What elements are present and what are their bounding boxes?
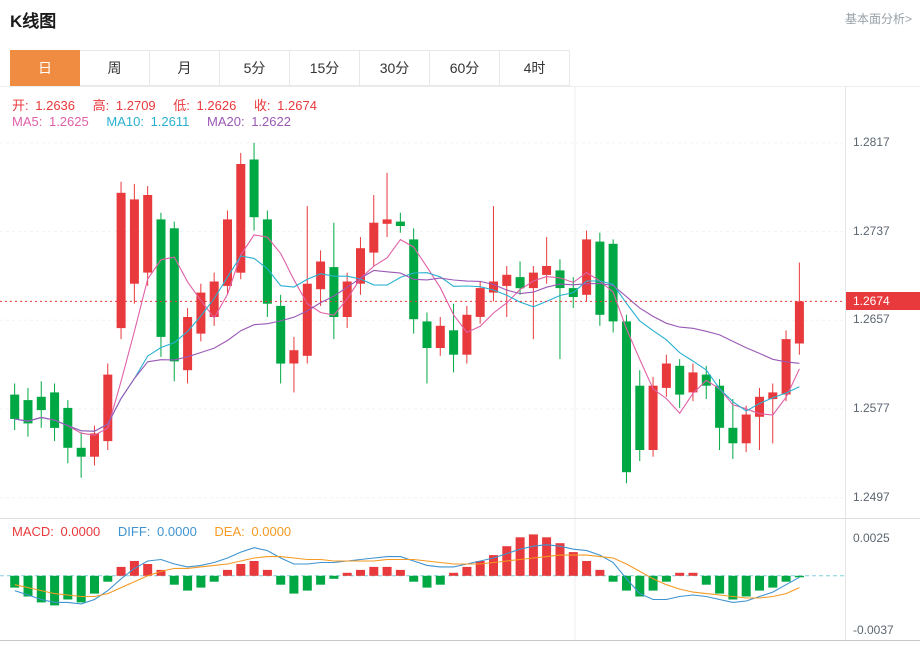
dea-value: 0.0000: [251, 524, 292, 539]
tab-day[interactable]: 日: [10, 50, 80, 86]
tab-4hour[interactable]: 4时: [500, 50, 570, 86]
price-axis-label: 1.2737: [853, 224, 890, 238]
price-axis-label: 1.2657: [853, 312, 890, 326]
chart-area: 开: 1.2636 高: 1.2709 低: 1.2626 收: 1.2674 …: [0, 86, 920, 641]
tab-60min[interactable]: 60分: [430, 50, 500, 86]
high-label: 高:: [92, 98, 110, 113]
candlesticks: [10, 142, 804, 484]
close-value: 1.2674: [277, 98, 317, 113]
ma20-value: 1.2622: [251, 114, 291, 129]
ohlc-legend: 开: 1.2636 高: 1.2709 低: 1.2626 收: 1.2674: [12, 95, 320, 114]
price-axis-label: 1.2497: [853, 490, 890, 504]
open-label: 开:: [12, 98, 29, 113]
ma5-line: [14, 234, 800, 436]
tab-5min[interactable]: 5分: [220, 50, 290, 86]
ma20-label: MA20:: [206, 114, 245, 129]
macd-panel: MACD: 0.0000 DIFF: 0.0000 DEA: 0.0000: [0, 519, 920, 641]
macd-chart[interactable]: [0, 519, 845, 640]
macd-label: MACD:: [12, 524, 54, 539]
price-axis: 1.2674 1.2817 1.2737 1.2657 1.2577 1.2497 0.0…: [845, 87, 920, 640]
ma10-value: 1.2611: [150, 114, 190, 129]
tab-month[interactable]: 月: [150, 50, 220, 86]
macd-value: 0.0000: [60, 524, 101, 539]
tab-week[interactable]: 周: [80, 50, 150, 86]
price-axis-label: 1.2577: [853, 401, 890, 415]
price-axis-label: 1.2817: [853, 135, 890, 149]
dea-label: DEA:: [214, 524, 245, 539]
macd-histogram: [10, 534, 804, 606]
tab-15min[interactable]: 15分: [290, 50, 360, 86]
page-title: K线图: [10, 12, 57, 31]
ma10-line: [14, 255, 800, 432]
fundamental-analysis-link[interactable]: 基本面分析>: [844, 12, 912, 26]
period-tabs: 日 周 月 5分 15分 30分 60分 4时: [10, 50, 570, 86]
ma10-label: MA10:: [106, 114, 144, 129]
current-price-tag: 1.2674: [846, 292, 920, 310]
diff-line: [14, 544, 800, 605]
open-value: 1.2636: [35, 98, 76, 113]
price-gridlines: [0, 87, 845, 518]
tab-30min[interactable]: 30分: [360, 50, 430, 86]
macd-axis-label: -0.0037: [853, 623, 894, 637]
macd-legend: MACD: 0.0000 DIFF: 0.0000 DEA: 0.0000: [12, 524, 294, 539]
candlestick-chart[interactable]: [0, 87, 845, 518]
diff-value: 0.0000: [157, 524, 197, 539]
diff-label: DIFF:: [117, 524, 151, 539]
price-panel: 开: 1.2636 高: 1.2709 低: 1.2626 收: 1.2674 …: [0, 87, 920, 519]
low-label: 低:: [173, 98, 190, 113]
close-label: 收:: [253, 98, 271, 113]
ma5-value: 1.2625: [48, 114, 89, 129]
macd-axis-label: 0.0025: [853, 531, 890, 545]
dea-line: [14, 554, 800, 599]
ma-legend: MA5: 1.2625 MA10: 1.2611 MA20: 1.2622: [12, 114, 294, 129]
ma20-line: [14, 269, 800, 432]
high-value: 1.2709: [115, 98, 156, 113]
low-value: 1.2626: [196, 98, 237, 113]
ma5-label: MA5:: [12, 114, 43, 129]
